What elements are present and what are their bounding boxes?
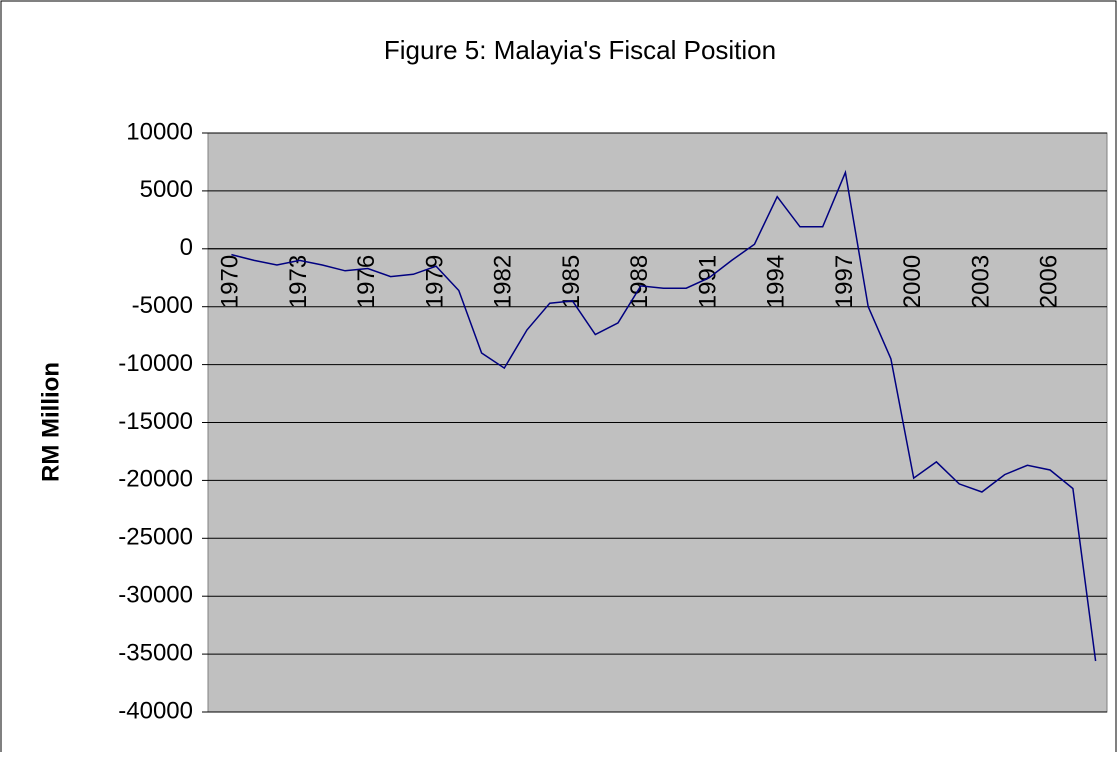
x-tick-label: 1982 (490, 255, 517, 308)
y-tick-label: -10000 (118, 350, 193, 377)
y-tick-label: 0 (180, 234, 193, 261)
x-tick-label: 1976 (353, 255, 380, 308)
x-tick-label: 1979 (421, 255, 448, 308)
chart-title: Figure 5: Malayia's Fiscal Position (384, 35, 776, 65)
x-tick-label: 1997 (831, 255, 858, 308)
x-tick-label: 2003 (967, 255, 994, 308)
x-tick-label: 2000 (899, 255, 926, 308)
y-tick-label: -25000 (118, 524, 193, 551)
y-tick-label: -30000 (118, 582, 193, 609)
data-line (231, 169, 1097, 662)
x-tick-label: 1991 (694, 255, 721, 308)
x-tick-label: 1973 (285, 255, 312, 308)
y-tick-label: -5000 (132, 292, 193, 319)
x-tick-label: 1970 (217, 255, 244, 308)
x-tick-label: 1994 (763, 255, 790, 308)
y-tick-label: -35000 (118, 639, 193, 666)
x-tick-label: 1985 (558, 255, 585, 308)
y-tick-label: -40000 (118, 697, 193, 724)
x-tick-label: 1988 (626, 255, 653, 308)
x-tick-label: 2006 (1035, 255, 1062, 308)
y-axis-label: RM Million (37, 362, 64, 482)
y-tick-label: -15000 (118, 408, 193, 435)
y-tick-label: 5000 (140, 176, 193, 203)
y-tick-label: 10000 (126, 118, 193, 145)
y-tick-label: -20000 (118, 466, 193, 493)
